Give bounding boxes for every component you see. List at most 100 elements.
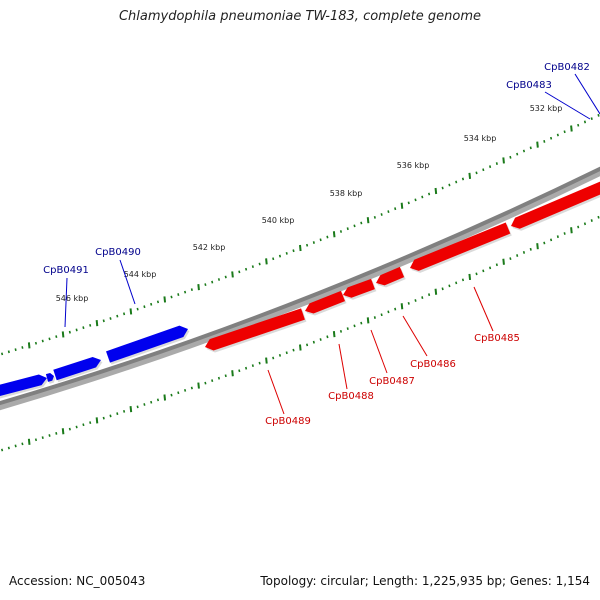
outer-tick bbox=[251, 265, 254, 269]
inner-tick bbox=[14, 444, 17, 448]
inner-tick bbox=[475, 272, 478, 276]
ruler-label-534: 534 kbp bbox=[464, 134, 497, 143]
gene-feature-CpB0485 bbox=[410, 222, 512, 273]
inner-tick bbox=[556, 235, 559, 239]
inner-tick bbox=[407, 301, 410, 305]
gene-features bbox=[0, 181, 600, 399]
inner-tick bbox=[156, 398, 160, 402]
outer-tick bbox=[326, 235, 329, 239]
outer-tick bbox=[272, 257, 275, 261]
outer-tick bbox=[14, 348, 17, 352]
outer-tick bbox=[163, 296, 167, 303]
inner-tick bbox=[366, 317, 370, 324]
outer-tick bbox=[292, 249, 295, 253]
ruler-label-532: 532 kbp bbox=[530, 104, 563, 113]
outer-tick bbox=[428, 192, 431, 196]
inner-tick bbox=[387, 310, 390, 314]
outer-tick bbox=[577, 123, 580, 127]
outer-tick bbox=[116, 314, 119, 318]
accession-label: Accession: NC_005043 bbox=[9, 574, 146, 588]
gene-feature-CpB0491 bbox=[0, 374, 49, 399]
inner-tick bbox=[177, 391, 180, 395]
outer-tick bbox=[204, 283, 207, 286]
inner-tick bbox=[55, 432, 58, 435]
outer-tick bbox=[197, 284, 200, 291]
outer-tick bbox=[89, 324, 92, 327]
inner-tick bbox=[123, 410, 126, 413]
outer-tick bbox=[136, 307, 139, 311]
inner-tick bbox=[116, 412, 119, 416]
gene-feature-CpB0488-body bbox=[305, 290, 346, 314]
map-title: Chlamydophila pneumoniae TW-183, complet… bbox=[118, 9, 482, 24]
inner-tick bbox=[272, 356, 275, 360]
outer-tick bbox=[332, 231, 336, 238]
gene-labels: CpB0482 CpB0483 CpB0485 CpB0486 CpB0487 CpB04… bbox=[43, 62, 600, 427]
inner-tick bbox=[400, 303, 404, 310]
outer-tick bbox=[353, 224, 356, 228]
outer-tick bbox=[319, 238, 322, 242]
outer-tick bbox=[27, 342, 31, 349]
outer-tick bbox=[312, 241, 315, 244]
gene-feature-CpB0489-body bbox=[205, 308, 305, 351]
outer-tick bbox=[109, 317, 112, 320]
outer-tick bbox=[434, 187, 438, 195]
outer-tick bbox=[421, 195, 424, 199]
gene-leader-CpB0485 bbox=[473, 286, 494, 332]
outer-tick bbox=[21, 346, 24, 349]
outer-tick bbox=[455, 180, 458, 184]
inner-tick bbox=[394, 307, 397, 311]
gene-feature-fwd-3-body bbox=[106, 325, 188, 363]
outer-tick bbox=[278, 254, 282, 258]
ruler-label-546: 546 kbp bbox=[56, 294, 89, 303]
inner-tick bbox=[224, 374, 227, 378]
outer-tick bbox=[285, 252, 288, 255]
inner-tick bbox=[495, 263, 498, 267]
gene-leader-CpB0482 bbox=[574, 73, 600, 115]
inner-tick bbox=[306, 343, 309, 347]
outer-tick bbox=[143, 305, 146, 309]
inner-tick bbox=[550, 238, 553, 242]
inner-tick bbox=[489, 266, 492, 270]
gene-label-CpB0483: CpB0483 bbox=[506, 80, 552, 91]
outer-tick bbox=[34, 341, 38, 345]
inner-tick bbox=[461, 278, 465, 282]
gene-feature-CpB0489 bbox=[205, 308, 307, 353]
gene-feature-CpB0487 bbox=[343, 278, 377, 300]
outer-tick bbox=[387, 210, 390, 213]
outer-tick bbox=[407, 201, 410, 205]
ruler-label-542: 542 kbp bbox=[193, 243, 226, 252]
inner-tick bbox=[109, 414, 112, 418]
gene-feature-CpB0491-body bbox=[0, 374, 47, 397]
gene-leader-CpB0487 bbox=[370, 329, 388, 374]
outer-tick bbox=[543, 140, 546, 143]
inner-tick-ring bbox=[1, 215, 600, 452]
inner-tick bbox=[312, 340, 315, 344]
inner-tick bbox=[7, 446, 10, 450]
outer-tick bbox=[129, 308, 133, 315]
gene-feature-CpB0487-body bbox=[343, 278, 375, 298]
inner-tick bbox=[319, 338, 322, 341]
outer-tick bbox=[217, 278, 221, 281]
gene-feature-CpB0486 bbox=[376, 266, 406, 288]
gene-feature-CpB0488 bbox=[305, 290, 347, 316]
inner-tick bbox=[89, 421, 92, 424]
outer-tick bbox=[190, 288, 193, 292]
inner-tick bbox=[21, 442, 24, 446]
outer-tick bbox=[441, 186, 444, 190]
gene-leader-CpB0490 bbox=[119, 259, 136, 305]
outer-tick bbox=[346, 227, 349, 231]
outer-tick bbox=[366, 217, 370, 224]
gene-label-CpB0491: CpB0491 bbox=[43, 265, 89, 276]
inner-tick bbox=[543, 241, 546, 245]
inner-tick bbox=[129, 406, 133, 413]
gene-feature-CpB0490 bbox=[53, 356, 103, 383]
outer-tick bbox=[597, 113, 600, 117]
outer-tick bbox=[360, 221, 363, 225]
inner-tick bbox=[502, 258, 505, 265]
outer-tick bbox=[400, 202, 404, 209]
gene-feature-CpB0486-body bbox=[376, 266, 405, 286]
inner-tick bbox=[61, 428, 65, 435]
inner-tick bbox=[522, 251, 526, 254]
inner-tick bbox=[265, 357, 268, 364]
gene-label-CpB0490: CpB0490 bbox=[95, 247, 141, 258]
